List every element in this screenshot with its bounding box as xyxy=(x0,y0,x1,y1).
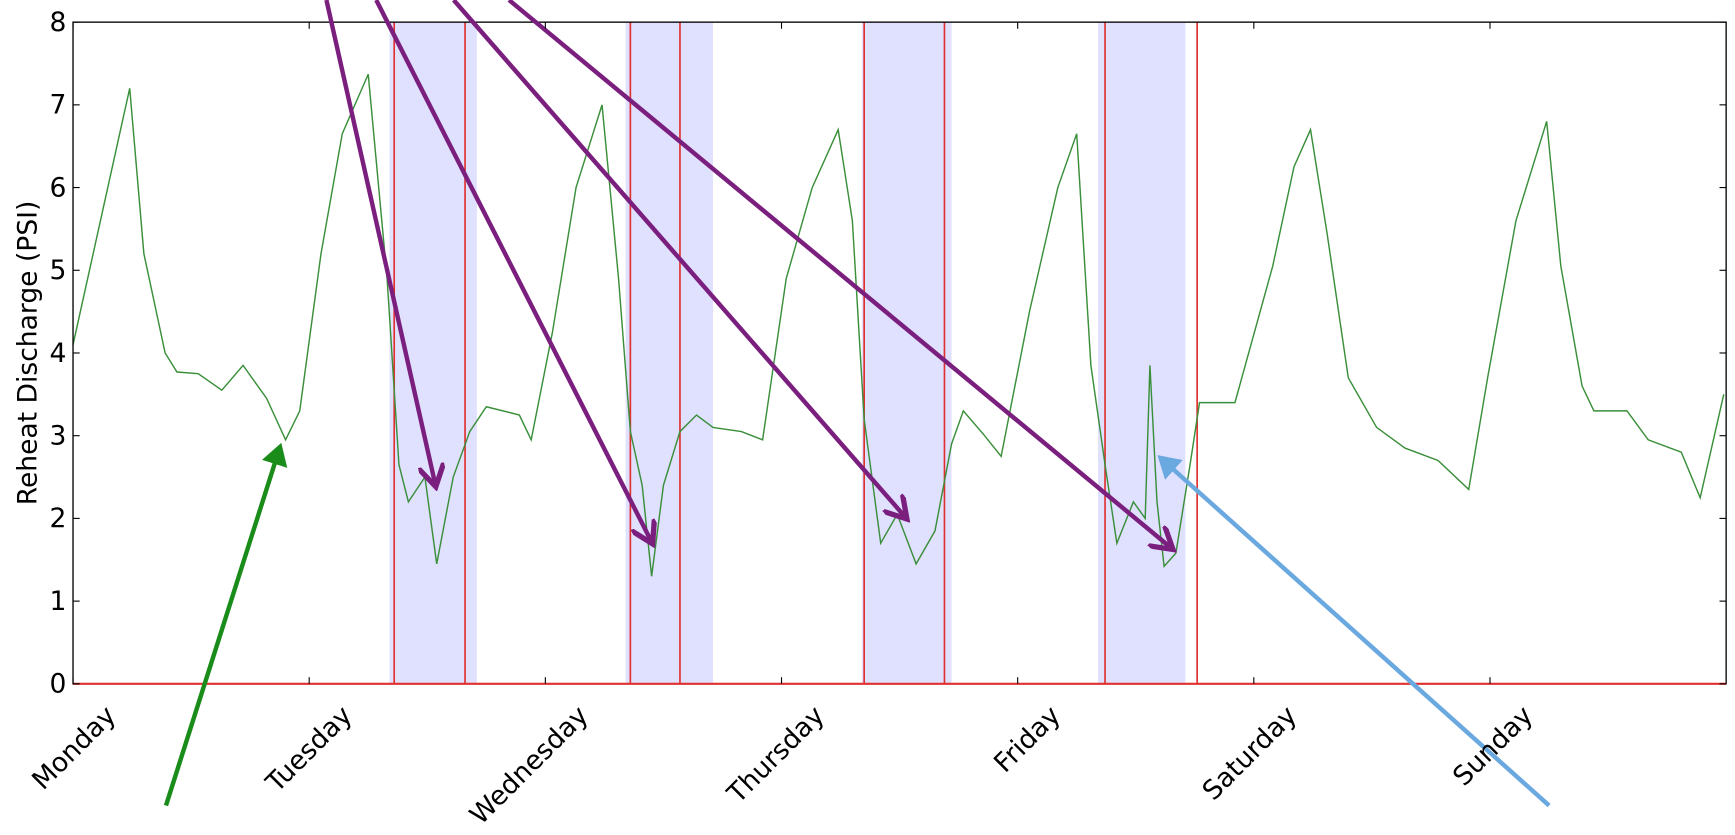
y-axis-label: Reheat Discharge (PSI) xyxy=(13,201,44,506)
y-tick-label: 1 xyxy=(49,586,66,617)
y-tick-label: 0 xyxy=(49,669,66,700)
y-tick-label: 6 xyxy=(49,172,66,203)
annotation-arrows xyxy=(324,0,1169,547)
blue-arrow xyxy=(1157,455,1551,808)
x-tick-label: Sunday xyxy=(1447,700,1539,792)
y-tick-label: 5 xyxy=(49,255,66,286)
y-tick-label: 8 xyxy=(49,7,66,38)
shaded-span xyxy=(1097,22,1186,684)
shaded-span xyxy=(389,22,477,684)
plot-area xyxy=(72,22,1725,684)
y-tick-label: 4 xyxy=(49,338,66,369)
y-tick-label: 2 xyxy=(49,503,66,534)
y-tick-label: 7 xyxy=(49,90,66,121)
x-tick-label: Monday xyxy=(26,700,122,796)
x-tick-label: Wednesday xyxy=(464,700,595,831)
y-tick-label: 3 xyxy=(49,421,66,452)
x-tick-label: Thursday xyxy=(721,700,831,810)
green-arrow xyxy=(163,442,288,807)
shaded-span xyxy=(625,22,714,684)
x-tick-label: Saturday xyxy=(1197,700,1304,807)
x-tick-label: Tuesday xyxy=(259,700,358,799)
x-tick-label: Friday xyxy=(988,700,1067,779)
